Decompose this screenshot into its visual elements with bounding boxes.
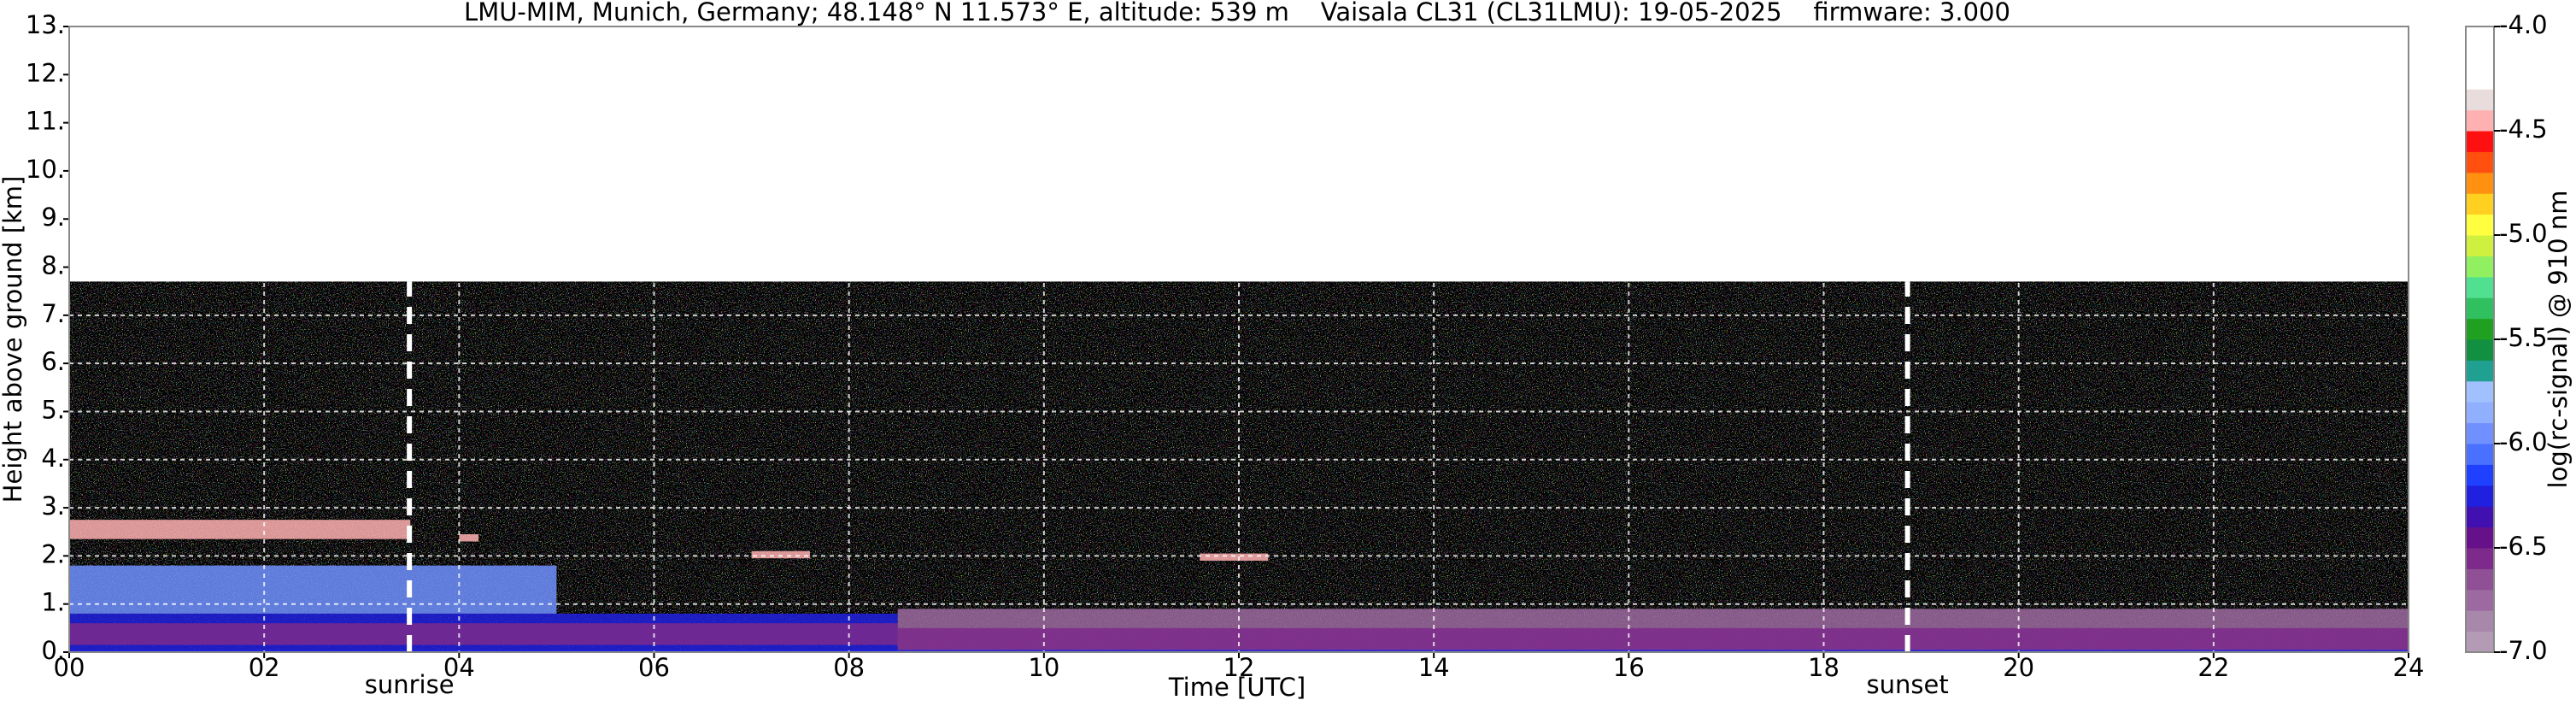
x-tick-label: 04 xyxy=(443,653,475,682)
y-tick-label: 9. xyxy=(41,203,65,232)
colorbar-segment xyxy=(2466,256,2494,278)
colorbar-segment xyxy=(2466,610,2494,632)
plot-frame xyxy=(68,26,2409,653)
x-tick-label: 02 xyxy=(249,653,280,682)
x-tick-label: 24 xyxy=(2393,653,2425,682)
x-tick-label: 16 xyxy=(1613,653,1645,682)
signal-region xyxy=(897,627,2409,650)
y-tick-label: 7. xyxy=(41,299,65,328)
colorbar-segment xyxy=(2466,214,2494,236)
chart-title: LMU-MIM, Munich, Germany; 48.148° N 11.5… xyxy=(464,0,2010,26)
y-tick-label: 12. xyxy=(26,58,65,87)
x-tick-label: 10 xyxy=(1028,653,1059,682)
colorbar-segment xyxy=(2466,568,2494,591)
y-tick-label: 11. xyxy=(26,107,65,136)
annotation-label: sunset xyxy=(1867,670,1949,699)
colorbar-segment xyxy=(2466,380,2494,403)
x-tick-label: 22 xyxy=(2198,653,2229,682)
colorbar-segment xyxy=(2466,131,2494,152)
colorbar-segment xyxy=(2466,339,2494,361)
signal-region xyxy=(69,623,898,645)
y-tick-label: 2. xyxy=(41,539,65,568)
y-tick-label: 10. xyxy=(26,155,65,184)
colorbar-segment xyxy=(2466,422,2494,444)
colorbar-segment xyxy=(2466,485,2494,507)
y-tick-label: 3. xyxy=(41,491,65,521)
colorbar-tick-label: -7.0 xyxy=(2499,636,2548,665)
colorbar-segment xyxy=(2466,631,2494,653)
colorbar-segment xyxy=(2466,318,2494,340)
colorbar-segment xyxy=(2466,276,2494,298)
colorbar-segment xyxy=(2466,193,2494,215)
y-axis-label: Height above ground [km] xyxy=(0,176,27,503)
colorbar-segment xyxy=(2466,360,2494,382)
y-tick-label: 13. xyxy=(26,10,65,39)
colorbar-tick-label: -5.0 xyxy=(2499,219,2548,248)
colorbar-segment xyxy=(2466,464,2494,486)
signal-region xyxy=(1200,553,1269,562)
y-tick-label: 4. xyxy=(41,444,65,473)
colorbar-segment xyxy=(2466,297,2494,320)
signal-region xyxy=(751,550,811,559)
colorbar-segment xyxy=(2466,109,2494,132)
colorbar-segment xyxy=(2466,589,2494,611)
colorbar-segment xyxy=(2466,47,2494,69)
colorbar-segment xyxy=(2466,68,2494,90)
colorbar-label: log(rc-signal) @ 910 nm xyxy=(2544,191,2573,489)
x-tick-label: 00 xyxy=(54,653,85,682)
colorbar-segment xyxy=(2466,506,2494,528)
colorbar-tick-label: -4.5 xyxy=(2499,115,2548,144)
colorbar-segment xyxy=(2466,89,2494,111)
colorbar-segment xyxy=(2466,235,2494,256)
colorbar-tick-label: -5.5 xyxy=(2499,323,2548,352)
colorbar-segment xyxy=(2466,527,2494,549)
signal-region xyxy=(69,565,557,614)
signal-region xyxy=(69,520,411,539)
x-axis-label: Time [UTC] xyxy=(1168,673,1306,702)
colorbar-segment xyxy=(2466,26,2494,48)
signal-region xyxy=(459,534,479,542)
colorbar-tick-label: -4.0 xyxy=(2499,10,2548,39)
y-tick-label: 5. xyxy=(41,395,65,424)
y-tick-label: 0. xyxy=(41,636,65,665)
colorbar-tick-label: -6.5 xyxy=(2499,532,2548,561)
colorbar-segment xyxy=(2466,402,2494,424)
colorbar-segment xyxy=(2466,151,2494,174)
y-tick-label: 8. xyxy=(41,251,65,280)
x-tick-label: 12 xyxy=(1223,653,1255,682)
x-tick-label: 14 xyxy=(1418,653,1450,682)
colorbar-segment xyxy=(2466,548,2494,569)
colorbar-segment xyxy=(2466,172,2494,194)
y-tick-label: 6. xyxy=(41,347,65,376)
x-tick-label: 18 xyxy=(1808,653,1840,682)
x-tick-label: 20 xyxy=(2003,653,2034,682)
x-tick-label: 08 xyxy=(833,653,865,682)
annotation-label: sunrise xyxy=(365,670,455,699)
colorbar-tick-label: -6.0 xyxy=(2499,427,2548,456)
colorbar-segment xyxy=(2466,444,2494,465)
y-tick-label: 1. xyxy=(41,588,65,617)
x-tick-label: 06 xyxy=(638,653,670,682)
